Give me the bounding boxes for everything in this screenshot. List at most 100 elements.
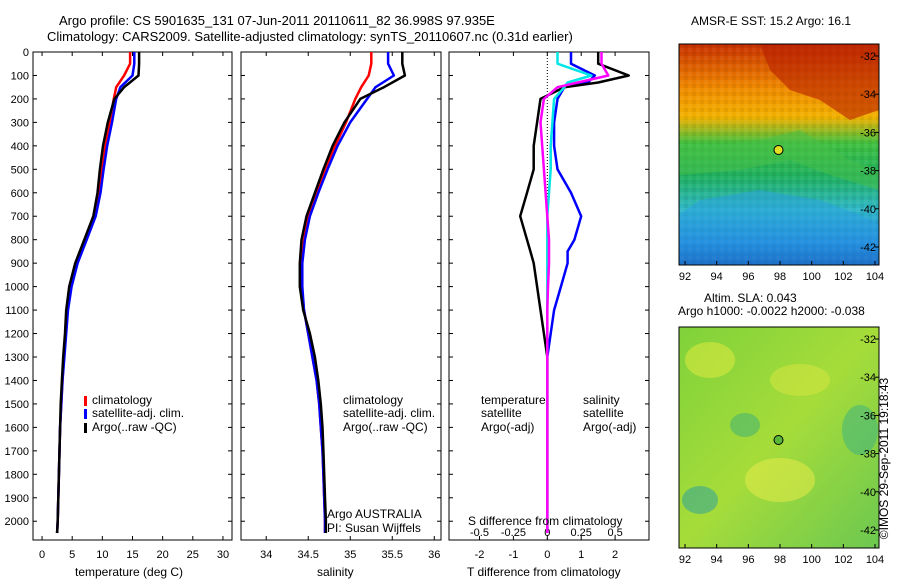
sla_map-xtick-label: 92: [679, 554, 691, 566]
depth-tick-label: 300: [11, 117, 29, 129]
sla_map-xtick-label: 98: [774, 554, 786, 566]
figure-title-line2: Climatology: CARS2009. Satellite-adjuste…: [47, 29, 573, 44]
depth-tick-label: 1700: [5, 446, 29, 458]
salinity-diff-tick-label: 0.5: [607, 527, 622, 539]
difference-xlabel: T difference from climatology: [467, 565, 621, 579]
depth-tick-label: 200: [11, 94, 29, 106]
salinity-frame: [240, 51, 442, 541]
depth-tick-label: 2000: [5, 516, 29, 528]
depth-tick-label: 1200: [5, 329, 29, 341]
sla-argo-marker: [773, 435, 784, 445]
sla-low-2: [682, 486, 718, 514]
depth-tick-label: 0: [23, 47, 29, 59]
depth-tick-label: 700: [11, 211, 29, 223]
temperature-xtick-label: 15: [126, 549, 138, 561]
sst_map-ytick-label: -34: [860, 89, 876, 101]
temp-legend-swatch-climatology: [84, 396, 87, 406]
salinity-xtick-label: 34.5: [298, 549, 319, 561]
sla-high-2: [770, 364, 830, 396]
depth-tick-label: 400: [11, 141, 29, 153]
sst_map-ytick-label: -32: [860, 51, 876, 63]
depth-tick-label: 1600: [5, 422, 29, 434]
difference-legend-sal-argo: Argo(-adj): [583, 420, 637, 434]
sla-high-1: [685, 342, 735, 378]
salinity-diff-tick-label: -0.5: [470, 527, 489, 539]
temperature-legend-argo: Argo(..raw -QC): [92, 420, 177, 434]
difference-series-salinity-argo-adj-: [539, 52, 610, 533]
depth-tick-label: 100: [11, 70, 29, 82]
depth-tick-label: 600: [11, 188, 29, 200]
difference-xtick-label: 0: [544, 549, 550, 561]
sst-cold-patch: [679, 190, 879, 265]
temperature-xtick-label: 5: [69, 549, 75, 561]
sst_map-ytick-label: -38: [860, 166, 876, 178]
sla-map: [678, 326, 880, 549]
depth-tick-label: 800: [11, 235, 29, 247]
sst-map-frame: [678, 43, 880, 266]
salinity-legend-climatology: climatology: [343, 393, 404, 407]
imos-credit: ©IMOS 29-Sep-2011 19:18:43: [877, 377, 892, 540]
sla-map-frame: [678, 326, 880, 549]
difference-xlabel-top: S difference from climatology: [468, 514, 623, 528]
depth-tick-label: 1300: [5, 352, 29, 364]
sla_map-xtick-label: 102: [834, 554, 852, 566]
sla_map-ytick-label: -36: [860, 410, 876, 422]
sst_map-ytick-label: -40: [860, 204, 876, 216]
sla-low-3: [730, 413, 760, 437]
difference-xtick-label: 1: [578, 549, 584, 561]
temperature-xlabel: temperature (deg C): [75, 565, 184, 579]
difference-frame: [448, 51, 650, 541]
sst-map-title: AMSR-E SST: 15.2 Argo: 16.1: [691, 14, 852, 28]
sla-map-title-line1: Altim. SLA: 0.043: [704, 291, 797, 305]
salinity-xtick-label: 35: [344, 549, 356, 561]
salinity-xtick-label: 35.5: [382, 549, 403, 561]
salinity-diff-tick-label: 0.25: [570, 527, 591, 539]
temperature-xtick-label: 0: [39, 549, 45, 561]
sla_map-ytick-label: -34: [860, 372, 876, 384]
temperature-xtick-label: 25: [187, 549, 199, 561]
depth-tick-label: 1500: [5, 399, 29, 411]
salinity-panel: 34 34.5 35 35.5 36: [240, 51, 442, 561]
temperature-panel: 0100200300400500600700800900100011001200…: [5, 47, 578, 561]
sst_map-xtick-label: 92: [679, 271, 691, 283]
difference-xtick-label: 2: [612, 549, 618, 561]
difference-xtick-label: -1: [509, 549, 519, 561]
difference-legend-temp-argo: Argo(-adj): [481, 420, 535, 434]
sst-warm-patch: [760, 44, 879, 120]
temperature-frame: [32, 51, 233, 541]
salinity-xlabel: salinity: [317, 565, 354, 579]
temperature-xtick-label: 30: [217, 549, 229, 561]
difference-xtick-label: -2: [475, 549, 485, 561]
sst_map-xtick-label: 100: [802, 271, 820, 283]
sla_map-ytick-label: -32: [860, 334, 876, 346]
map-axes: 92 94 96 98 100 102 104 -32 -34 -36 -38 -40 -42 92 94 9…: [679, 51, 884, 566]
sst_map-ytick-label: -36: [860, 127, 876, 139]
sst_map-xtick-label: 98: [774, 271, 786, 283]
salinity-xtick-label: 36: [428, 549, 440, 561]
temperature-series-argo-raw-qc-: [55, 52, 141, 534]
depth-tick-label: 900: [11, 258, 29, 270]
salinity-xtick-label: 34: [260, 549, 272, 561]
salinity-annotation-institution: Argo AUSTRALIA: [327, 507, 422, 521]
sst-map: [678, 43, 880, 266]
salinity-annotation-pi: PI: Susan Wijffels: [327, 521, 421, 535]
sst-argo-marker: [773, 145, 784, 155]
sla_map-xtick-label: 104: [866, 554, 884, 566]
sla_map-ytick-label: -40: [860, 487, 876, 499]
sla_map-ytick-label: -42: [860, 525, 876, 537]
difference-legend-sal-satellite: satellite: [583, 406, 624, 420]
temp-legend-swatch-argo: [84, 423, 87, 433]
salinity-series-argo-raw-qc-: [298, 52, 407, 533]
sla-map-title-line2: Argo h1000: -0.0022 h2000: -0.038: [678, 304, 865, 318]
difference-legend-temp-satellite: satellite: [481, 406, 522, 420]
sst_map-xtick-label: 96: [742, 271, 754, 283]
sla-high-3: [745, 458, 815, 502]
difference-legend-temperature-title: temperature: [481, 393, 546, 407]
sla_map-xtick-label: 94: [711, 554, 723, 566]
depth-tick-label: 1900: [5, 493, 29, 505]
salinity-legend-satellite: satellite-adj. clim.: [343, 406, 436, 420]
figure-title-line1: Argo profile: CS 5901635_131 07-Jun-2011…: [59, 13, 495, 28]
sst_map-xtick-label: 104: [866, 271, 884, 283]
salinity-legend-argo: Argo(..raw -QC): [343, 420, 428, 434]
